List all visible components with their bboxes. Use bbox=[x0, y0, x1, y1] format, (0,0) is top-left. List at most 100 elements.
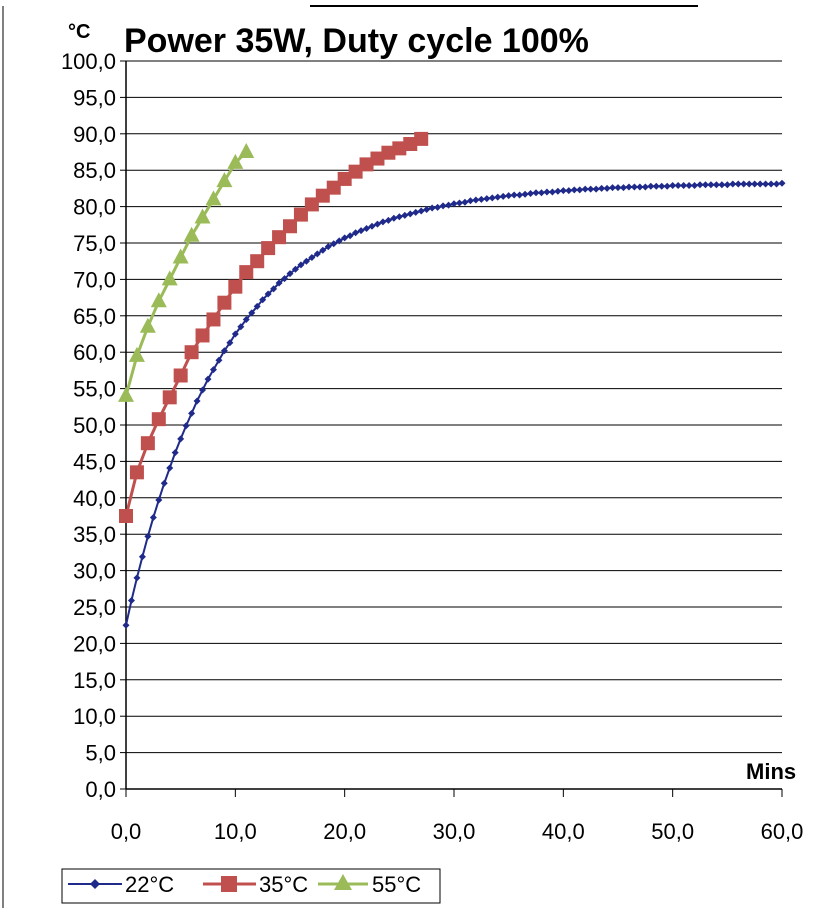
data-point-square bbox=[217, 295, 232, 310]
data-point-diamond bbox=[756, 180, 764, 188]
y-tick-label: 95,0 bbox=[73, 85, 116, 110]
data-point-diamond bbox=[423, 206, 431, 214]
data-point-diamond bbox=[434, 203, 442, 211]
data-point-triangle bbox=[183, 226, 200, 242]
data-point-diamond bbox=[297, 261, 305, 269]
y-tick-label: 55,0 bbox=[73, 377, 116, 402]
data-point-square bbox=[195, 328, 210, 343]
data-point-diamond bbox=[537, 189, 545, 197]
x-tick-label: 60,0 bbox=[761, 819, 804, 844]
data-point-diamond bbox=[696, 181, 704, 189]
data-point-diamond bbox=[625, 183, 633, 191]
data-point-diamond bbox=[160, 479, 168, 487]
data-point-diamond bbox=[647, 182, 655, 190]
data-point-diamond bbox=[357, 227, 365, 235]
data-point-diamond bbox=[455, 199, 463, 207]
data-point-square bbox=[403, 136, 418, 151]
data-point-diamond bbox=[231, 330, 239, 338]
data-point-diamond bbox=[472, 196, 480, 204]
legend-item-35c: 35°C bbox=[203, 872, 308, 897]
data-point-diamond bbox=[773, 180, 781, 188]
data-point-diamond bbox=[592, 185, 600, 193]
data-point-diamond bbox=[182, 422, 190, 430]
data-point-diamond bbox=[723, 181, 731, 189]
data-point-diamond bbox=[559, 187, 567, 195]
x-axis-unit-label: Mins bbox=[746, 759, 796, 784]
data-point-diamond bbox=[483, 195, 491, 203]
legend-marker-square bbox=[221, 876, 237, 892]
y-tick-label: 20,0 bbox=[73, 631, 116, 656]
data-point-diamond bbox=[663, 182, 671, 190]
data-point-diamond bbox=[691, 181, 699, 189]
data-point-diamond bbox=[499, 192, 507, 200]
data-point-square bbox=[326, 180, 341, 195]
legend-box bbox=[61, 868, 441, 904]
data-point-diamond bbox=[259, 296, 267, 304]
data-point-diamond bbox=[177, 435, 185, 443]
data-point-diamond bbox=[450, 200, 458, 208]
data-point-diamond bbox=[209, 366, 217, 374]
data-point-diamond bbox=[461, 198, 469, 206]
y-tick-label: 5,0 bbox=[85, 741, 116, 766]
data-point-diamond bbox=[619, 184, 627, 192]
y-tick-label: 75,0 bbox=[73, 231, 116, 256]
data-point-diamond bbox=[373, 220, 381, 228]
data-point-square bbox=[129, 465, 144, 480]
data-point-diamond bbox=[521, 190, 529, 198]
data-point-diamond bbox=[554, 187, 562, 195]
data-point-diamond bbox=[762, 180, 770, 188]
axes-layer: 0,0 5,0 10,0 15,0 20,0 25,0 30,0 35,0 40,0 45,0 50… bbox=[61, 49, 803, 844]
x-tick-label: 50,0 bbox=[651, 819, 694, 844]
data-point-triangle bbox=[238, 143, 255, 158]
data-point-diamond bbox=[658, 182, 666, 190]
data-point-diamond bbox=[204, 375, 212, 383]
data-point-diamond bbox=[576, 186, 584, 194]
data-point-diamond bbox=[581, 185, 589, 193]
data-point-diamond bbox=[127, 596, 135, 604]
data-point-diamond bbox=[477, 195, 485, 203]
label-layer: Power 35W, Duty cycle 100% °C Mins bbox=[68, 21, 796, 784]
data-point-diamond bbox=[379, 218, 387, 226]
data-point-square bbox=[370, 151, 385, 166]
data-point-diamond bbox=[199, 386, 207, 394]
x-tick-label: 30,0 bbox=[433, 819, 476, 844]
data-point-diamond bbox=[488, 194, 496, 202]
data-point-square bbox=[184, 345, 199, 360]
data-point-diamond bbox=[707, 181, 715, 189]
y-tick-label: 10,0 bbox=[73, 704, 116, 729]
data-point-diamond bbox=[291, 265, 299, 273]
data-point-diamond bbox=[767, 180, 775, 188]
legend-marker-diamond bbox=[90, 879, 100, 889]
data-point-square bbox=[162, 390, 177, 405]
data-point-diamond bbox=[445, 201, 453, 209]
data-point-square bbox=[315, 188, 330, 203]
data-point-square bbox=[119, 509, 133, 523]
legend-label-55c: 55°C bbox=[372, 872, 421, 897]
data-point-diamond bbox=[193, 397, 201, 405]
data-point-diamond bbox=[669, 181, 677, 189]
data-point-diamond bbox=[395, 213, 403, 221]
data-point-triangle bbox=[216, 172, 233, 188]
data-point-square bbox=[228, 279, 243, 294]
data-point-triangle bbox=[150, 292, 167, 308]
data-point-diamond bbox=[281, 275, 289, 283]
x-tick-label: 20,0 bbox=[323, 819, 366, 844]
y-tick-label: 60,0 bbox=[73, 340, 116, 365]
data-point-diamond bbox=[548, 188, 556, 196]
data-point-square bbox=[337, 171, 352, 186]
data-point-diamond bbox=[144, 532, 152, 540]
y-tick-label: 80,0 bbox=[73, 195, 116, 220]
y-tick-label: 35,0 bbox=[73, 522, 116, 547]
data-point-diamond bbox=[220, 347, 228, 355]
data-point-diamond bbox=[510, 191, 518, 199]
data-point-diamond bbox=[264, 290, 272, 298]
data-point-diamond bbox=[122, 621, 130, 629]
legend: 22°C 35°C 55°C bbox=[61, 868, 441, 904]
data-point-diamond bbox=[701, 181, 709, 189]
data-point-diamond bbox=[286, 270, 294, 278]
data-point-diamond bbox=[745, 180, 753, 188]
y-tick-label: 100,0 bbox=[61, 49, 116, 74]
data-point-triangle bbox=[139, 317, 156, 333]
data-point-square bbox=[348, 164, 363, 179]
series-layer bbox=[118, 131, 786, 629]
